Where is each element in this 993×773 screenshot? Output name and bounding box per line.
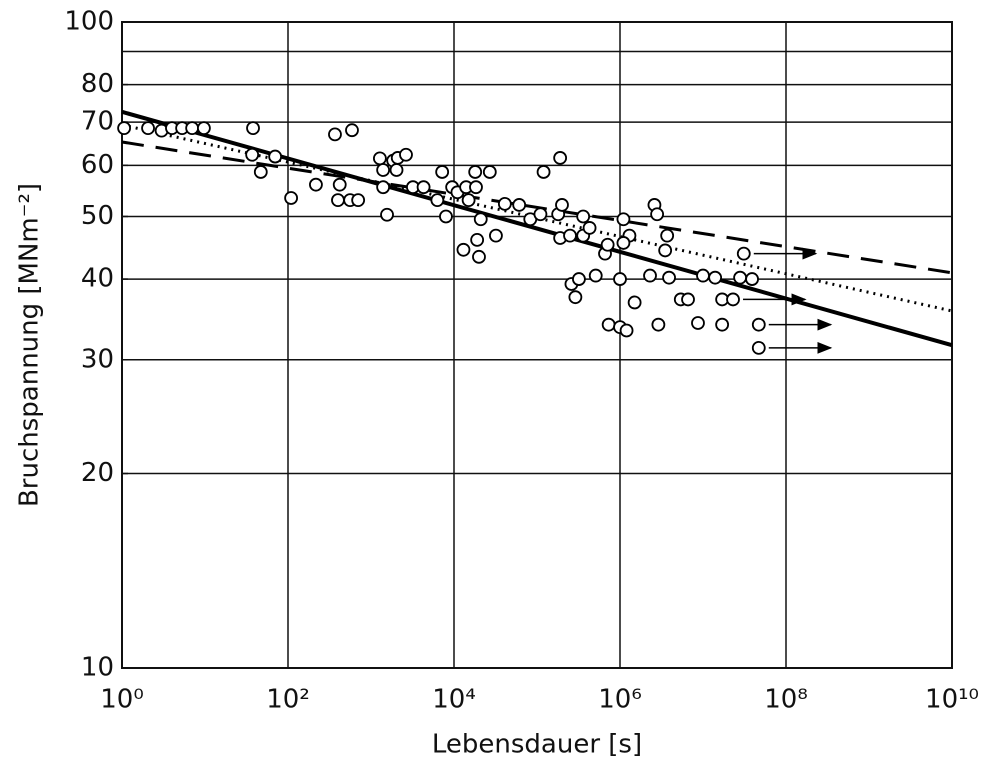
x-tick-label: 10⁶ bbox=[598, 685, 642, 715]
data-point bbox=[351, 193, 366, 208]
data-point bbox=[185, 121, 200, 136]
data-point bbox=[117, 121, 132, 136]
data-point bbox=[726, 292, 740, 307]
data-point bbox=[696, 268, 710, 283]
data-point bbox=[512, 198, 527, 212]
data-point bbox=[416, 180, 431, 195]
y-tick-label: 30 bbox=[81, 344, 114, 374]
data-point bbox=[197, 121, 211, 136]
y-tick-label: 60 bbox=[81, 150, 114, 180]
data-point bbox=[439, 209, 453, 224]
y-tick-label: 100 bbox=[64, 7, 114, 37]
fit-line bbox=[121, 109, 953, 348]
data-point bbox=[616, 236, 631, 250]
data-point bbox=[715, 317, 730, 332]
data-point bbox=[555, 198, 569, 212]
data-point bbox=[376, 163, 391, 177]
data-point bbox=[309, 177, 323, 192]
data-point bbox=[268, 149, 283, 164]
data-point bbox=[489, 228, 503, 243]
data-point bbox=[332, 177, 347, 192]
data-point bbox=[736, 246, 751, 261]
x-tick-label: 10⁸ bbox=[764, 685, 808, 715]
data-point bbox=[588, 268, 603, 283]
data-point bbox=[430, 193, 445, 208]
data-point bbox=[681, 292, 695, 307]
data-point bbox=[572, 272, 586, 286]
x-axis-label: Lebensdauer [s] bbox=[432, 730, 642, 760]
data-point bbox=[533, 207, 548, 222]
data-point bbox=[141, 121, 155, 136]
data-point bbox=[576, 209, 591, 224]
data-point bbox=[331, 193, 345, 208]
data-point bbox=[658, 243, 673, 258]
data-point bbox=[708, 270, 723, 285]
data-point bbox=[246, 121, 260, 136]
data-point bbox=[253, 165, 268, 179]
data-point bbox=[582, 221, 597, 235]
data-point bbox=[372, 151, 387, 166]
fit-line bbox=[121, 140, 953, 275]
data-point bbox=[345, 123, 359, 138]
data-point bbox=[399, 147, 413, 162]
data-point bbox=[328, 127, 342, 142]
data-point bbox=[643, 268, 657, 283]
data-point bbox=[468, 165, 483, 179]
x-tick-label: 10⁴ bbox=[432, 685, 476, 715]
data-point bbox=[553, 151, 568, 165]
data-point bbox=[482, 165, 497, 179]
data-point bbox=[536, 165, 551, 179]
data-point bbox=[627, 295, 642, 310]
x-tick-label: 10¹⁰ bbox=[925, 685, 979, 715]
y-tick-label: 20 bbox=[81, 458, 114, 488]
data-point bbox=[660, 228, 675, 243]
data-point bbox=[662, 270, 676, 285]
x-tick-label: 10² bbox=[266, 685, 310, 715]
y-axis-label: Bruchspannung [MNm⁻²] bbox=[15, 183, 45, 507]
data-point bbox=[473, 212, 488, 227]
data-point bbox=[745, 272, 759, 286]
data-point bbox=[601, 317, 616, 332]
data-point bbox=[733, 270, 748, 285]
data-point bbox=[751, 340, 766, 355]
data-point bbox=[650, 207, 665, 222]
data-point bbox=[470, 232, 485, 247]
data-point bbox=[751, 317, 766, 332]
data-point bbox=[461, 193, 476, 208]
data-point bbox=[619, 323, 634, 338]
data-point bbox=[245, 147, 260, 162]
data-point bbox=[563, 228, 577, 243]
data-point bbox=[497, 196, 512, 211]
fit-line bbox=[121, 123, 953, 313]
x-tick-label: 10⁰ bbox=[100, 685, 144, 715]
y-tick-label: 70 bbox=[81, 107, 114, 137]
data-point bbox=[389, 163, 404, 177]
y-tick-label: 40 bbox=[81, 264, 114, 294]
data-point bbox=[376, 180, 391, 195]
data-point bbox=[469, 180, 483, 195]
data-point bbox=[380, 207, 394, 222]
plot-frame bbox=[121, 21, 953, 669]
data-point bbox=[435, 165, 450, 179]
y-tick-label: 10 bbox=[81, 653, 114, 683]
data-point bbox=[284, 191, 299, 205]
y-tick-label: 80 bbox=[81, 69, 114, 99]
data-point bbox=[691, 316, 705, 330]
data-point bbox=[651, 317, 666, 332]
data-point bbox=[600, 237, 615, 252]
y-tick-label: 50 bbox=[81, 201, 114, 231]
data-point bbox=[616, 212, 631, 227]
data-point bbox=[472, 249, 486, 264]
data-point bbox=[456, 242, 471, 257]
data-point bbox=[568, 290, 583, 305]
data-point bbox=[613, 272, 627, 286]
